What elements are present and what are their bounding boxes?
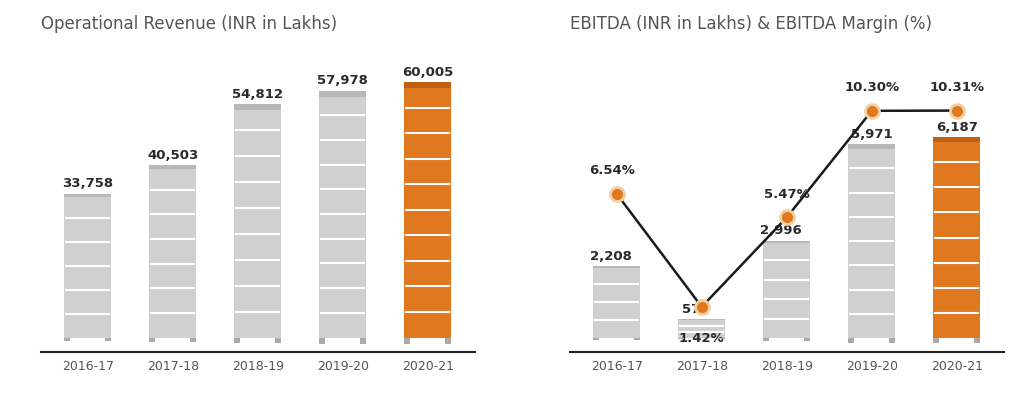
Text: 2,208: 2,208 [590,250,632,263]
Text: 54,812: 54,812 [232,88,284,101]
Bar [593,338,599,340]
Bar [360,338,367,344]
Bar [634,338,640,340]
Text: 6,187: 6,187 [936,121,978,134]
Bar [150,165,197,169]
Bar [404,82,452,88]
Text: 40,503: 40,503 [147,148,199,162]
Bar [150,338,156,342]
Bar [445,338,452,344]
Text: 10.31%: 10.31% [929,81,984,94]
Text: 6.54%: 6.54% [590,164,635,177]
Text: 10.30%: 10.30% [844,81,899,94]
Bar [763,241,810,338]
Text: EBITDA (INR in Lakhs) & EBITDA Margin (%): EBITDA (INR in Lakhs) & EBITDA Margin (%… [570,14,932,32]
Bar [275,338,282,343]
Text: 60,005: 60,005 [402,66,454,78]
Bar [150,165,197,338]
Bar [404,82,452,338]
Bar [190,338,197,342]
Bar [934,137,980,142]
Text: 5,971: 5,971 [851,128,893,141]
Bar [404,338,411,344]
Bar [65,194,111,338]
Bar [234,338,241,343]
Bar [678,320,725,338]
Bar [763,241,810,243]
Bar [974,338,980,343]
Bar [65,338,71,341]
Text: 57,978: 57,978 [317,74,369,87]
Bar [934,137,980,338]
Bar [763,338,769,341]
Bar [105,338,111,341]
Bar [234,104,282,110]
Text: Operational Revenue (INR in Lakhs): Operational Revenue (INR in Lakhs) [41,14,337,32]
Text: 575: 575 [682,303,710,316]
Text: 1.42%: 1.42% [679,332,725,345]
Bar [593,266,640,268]
Bar [319,91,367,338]
Bar [678,338,684,339]
Bar [934,338,939,343]
Bar [319,91,367,97]
Bar [319,338,326,344]
Bar [804,338,810,341]
Text: 33,758: 33,758 [62,177,114,190]
Bar [848,144,895,338]
Text: 5.47%: 5.47% [764,188,810,201]
Bar [593,266,640,338]
Bar [848,338,854,343]
Bar [719,338,725,339]
Bar [65,194,111,197]
Bar [848,144,895,149]
Text: 2,996: 2,996 [760,224,802,238]
Bar [889,338,895,343]
Bar [234,104,282,338]
